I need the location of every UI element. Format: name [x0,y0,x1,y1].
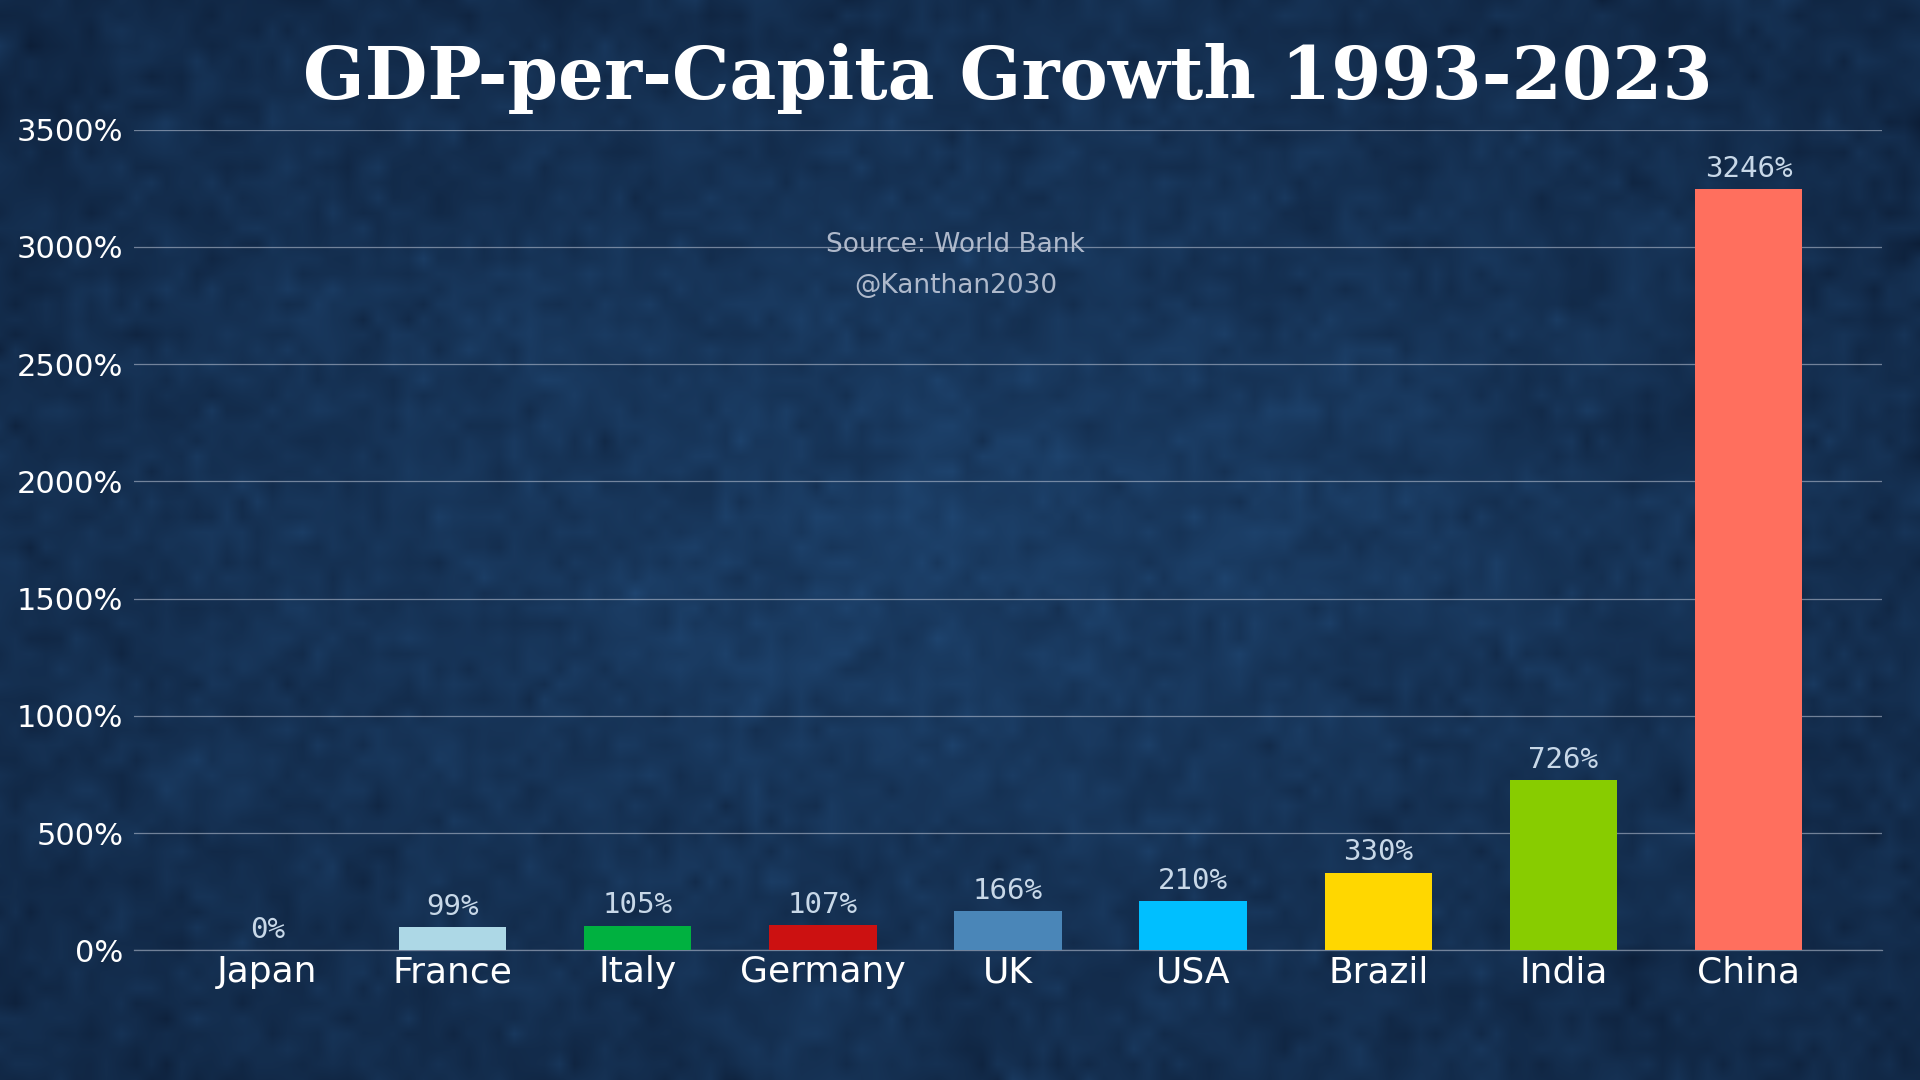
Bar [1695,189,1803,950]
Text: 166%: 166% [973,877,1043,905]
Text: 105%: 105% [603,891,672,919]
Text: Source: World Bank: Source: World Bank [826,232,1085,258]
Bar [584,926,691,950]
Bar [399,928,507,950]
Text: 0%: 0% [250,916,284,944]
Text: 330%: 330% [1344,838,1413,866]
Text: 107%: 107% [787,891,858,919]
Text: @Kanthan2030: @Kanthan2030 [854,273,1058,299]
Text: 210%: 210% [1158,866,1229,894]
Bar [1139,901,1246,950]
Text: 3246%: 3246% [1705,154,1791,183]
Bar [770,926,877,950]
Text: 726%: 726% [1528,745,1597,773]
Bar [954,912,1062,950]
Bar [1509,780,1617,950]
Bar [1325,873,1432,950]
Text: 99%: 99% [426,892,478,920]
Title: GDP-per-Capita Growth 1993-2023: GDP-per-Capita Growth 1993-2023 [303,43,1713,114]
